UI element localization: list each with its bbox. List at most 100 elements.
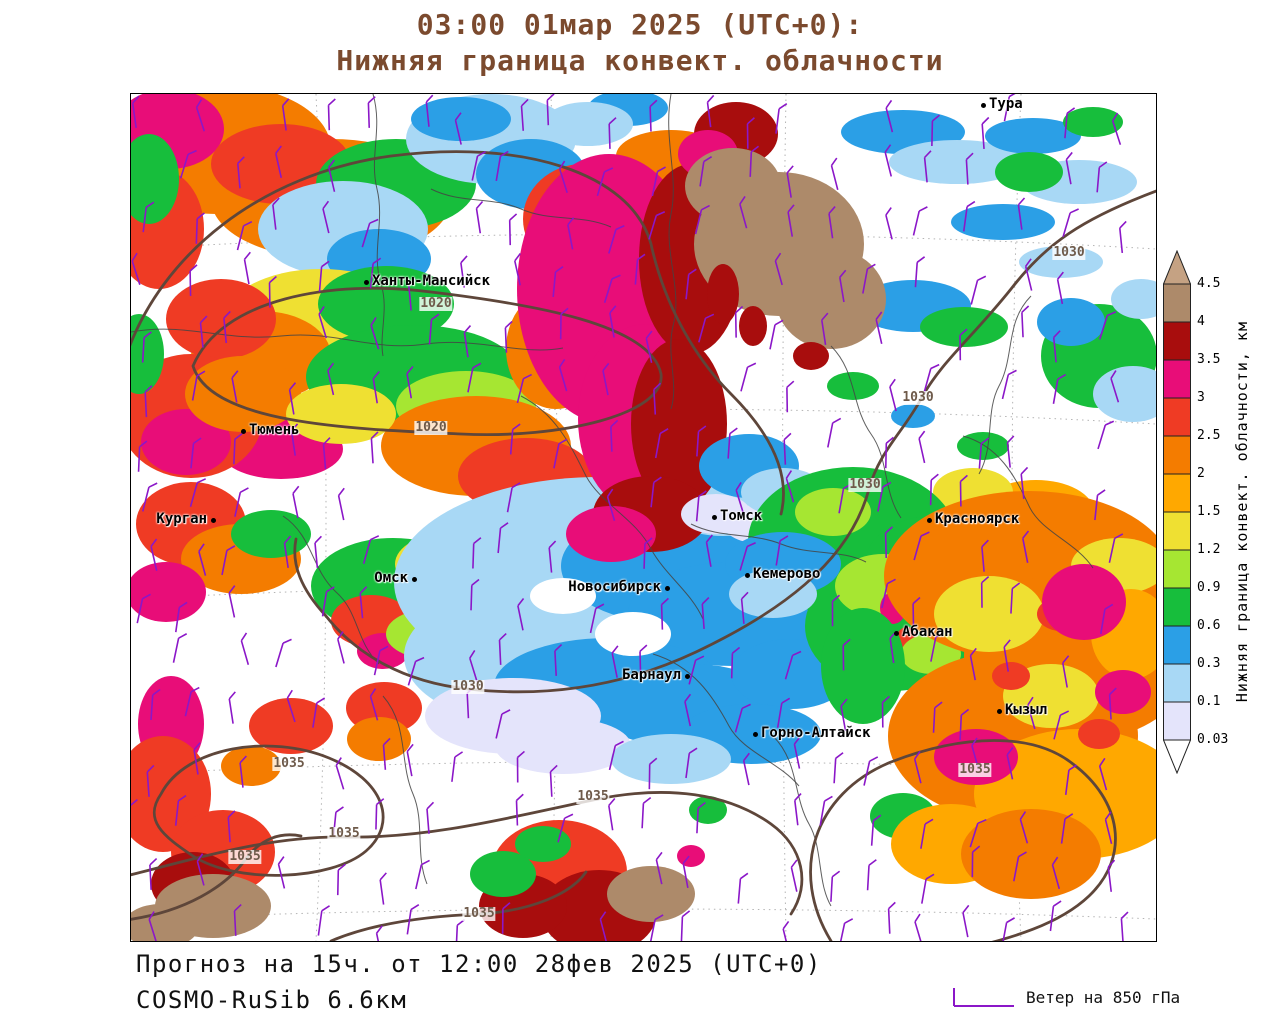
wind-barb — [913, 750, 922, 784]
wind-barb — [454, 112, 462, 145]
wind-barb — [361, 218, 379, 248]
wind-barb — [610, 419, 619, 452]
wind-barb — [548, 540, 557, 573]
wind-barb — [739, 196, 748, 229]
wind-barb — [472, 537, 482, 569]
wind-barb — [335, 757, 345, 790]
wind-barb — [696, 425, 707, 457]
wind-barb — [546, 94, 555, 126]
wind-barb — [144, 385, 153, 418]
wind-barb — [969, 818, 987, 848]
wind-barb — [228, 691, 236, 724]
city-dot — [893, 630, 899, 636]
wind-barb — [240, 632, 250, 665]
wind-barb — [1013, 851, 1027, 882]
wind-barb — [470, 578, 480, 611]
wind-barb — [231, 370, 239, 403]
colorbar-tick-label: 4 — [1197, 314, 1205, 329]
wind-barb — [497, 522, 509, 554]
wind-barb — [839, 269, 847, 303]
wind-barb — [337, 631, 345, 664]
colorbar-cell — [1163, 663, 1191, 703]
wind-barb — [516, 373, 532, 404]
wind-barb — [746, 117, 755, 149]
wind-barb — [830, 870, 841, 902]
map-title-line1: 03:00 01мар 2025 (UTC+0): — [416, 8, 864, 41]
wind-barb — [1052, 330, 1061, 363]
wind-barb — [932, 701, 943, 733]
wind-barb — [980, 576, 990, 608]
wind-barb — [150, 538, 158, 571]
city-label: Абакан — [902, 624, 953, 640]
wind-barb — [382, 737, 391, 770]
wind-barb — [1024, 258, 1033, 291]
wind-barb — [706, 94, 715, 128]
wind-barb — [504, 320, 513, 353]
wind-barb — [370, 317, 380, 350]
wind-barb — [776, 697, 791, 728]
wind-barb — [149, 857, 158, 890]
wind-barb — [228, 585, 236, 618]
wind-barb — [651, 166, 666, 197]
city-dot — [744, 572, 750, 578]
colorbar-tick-label: 0.6 — [1197, 618, 1221, 633]
wind-barb — [428, 313, 440, 345]
colorbar-tick-label: 1.5 — [1197, 504, 1221, 519]
wind-barb — [603, 274, 621, 304]
wind-barb — [959, 474, 968, 507]
wind-barb — [275, 145, 283, 178]
wind-barb — [1107, 859, 1116, 892]
wind-barb — [373, 645, 389, 676]
wind-barb — [648, 211, 666, 240]
wind-barb — [608, 797, 616, 831]
city-dot — [210, 517, 216, 523]
wind-barb — [327, 362, 335, 396]
wind-barb — [1049, 900, 1062, 932]
wind-barb — [362, 535, 380, 564]
colorbar-legend — [1162, 249, 1192, 775]
wind-barb — [913, 531, 930, 561]
city-label: Красноярск — [935, 511, 1020, 527]
wind-barb — [372, 371, 380, 404]
wind-barb — [1064, 764, 1078, 795]
wind-barb — [425, 94, 434, 127]
wind-barb — [223, 310, 231, 344]
wind-barb — [1111, 112, 1122, 145]
wind-barb — [782, 920, 790, 941]
wind-barb — [467, 362, 482, 393]
wind-barb — [501, 902, 511, 934]
wind-barb — [923, 363, 940, 393]
wind-barb — [596, 167, 614, 197]
city-dot — [363, 279, 369, 285]
colorbar-tick-label: 4.5 — [1197, 276, 1221, 291]
wind-barb — [509, 423, 521, 455]
wind-barb — [174, 794, 187, 826]
colorbar-cell — [1163, 283, 1191, 323]
wind-barb — [1097, 420, 1115, 450]
city-label: Омск — [374, 570, 408, 586]
wind-barb — [288, 382, 297, 415]
city-dot — [752, 731, 758, 737]
wind-barb — [769, 319, 784, 350]
wind-barb — [866, 859, 877, 891]
map-frame: Тура Ханты-Мансийск Тюмень Курган Омск Томск Н… — [130, 93, 1157, 942]
wind-barb — [336, 863, 346, 896]
wind-barb — [862, 263, 876, 294]
wind-barb — [970, 275, 987, 305]
wind-barb — [735, 481, 745, 515]
wind-barb — [734, 703, 751, 733]
wind-barb — [146, 764, 155, 797]
wind-barb — [327, 98, 336, 131]
wind-barb — [221, 545, 236, 576]
wind-barb — [833, 752, 844, 784]
wind-barb — [268, 275, 277, 308]
wind-barb — [608, 117, 617, 149]
wind-barb — [369, 688, 379, 721]
wind-barb — [1022, 530, 1030, 563]
wind-barb — [885, 99, 894, 133]
wind-barb — [179, 149, 197, 179]
wind-barb — [775, 535, 789, 566]
wind-barb — [469, 649, 478, 683]
wind-barb — [914, 256, 926, 288]
wind-barb — [885, 207, 893, 240]
